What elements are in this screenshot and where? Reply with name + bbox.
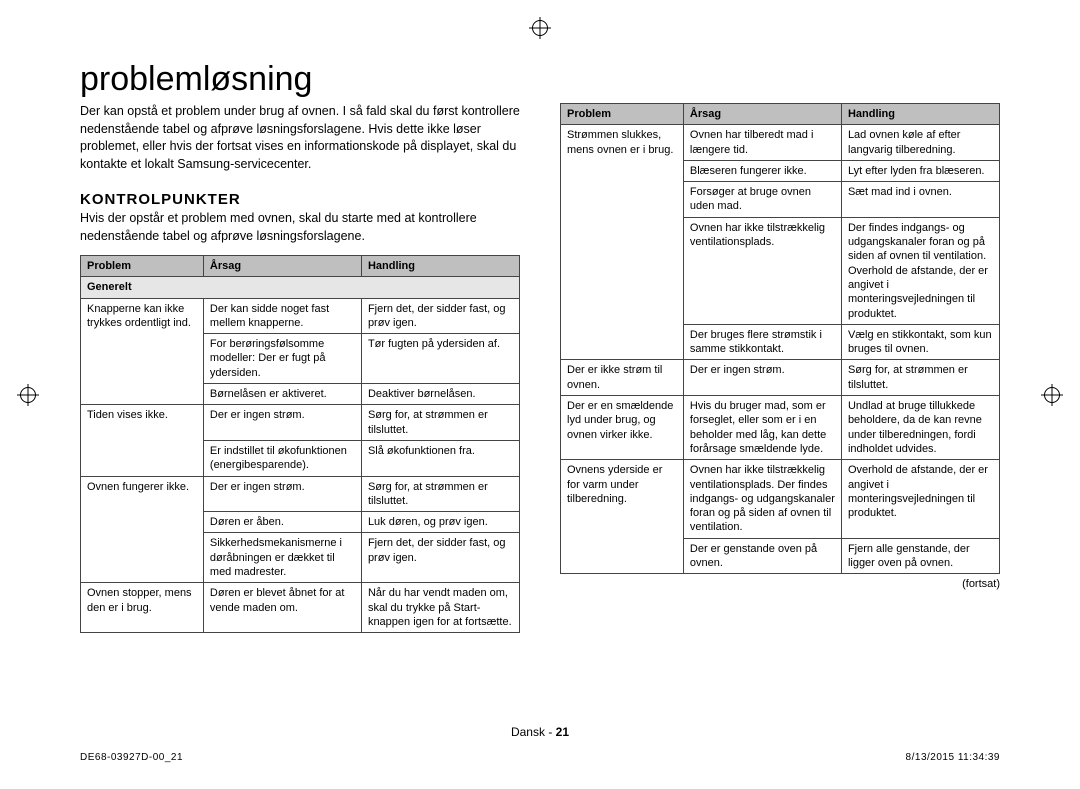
page-title: problemløsning xyxy=(80,60,1000,99)
table-cell: Der findes indgangs- og udgangskanaler f… xyxy=(841,217,999,324)
table-cell: Der er ingen strøm. xyxy=(203,405,361,441)
table-cell: Ovnen har ikke tilstrækkelig ventilation… xyxy=(683,460,841,538)
table-cell: Ovnen stopper, mens den er i brug. xyxy=(81,583,204,633)
table-cell: Deaktiver børnelåsen. xyxy=(361,384,519,405)
table-cell: Fjern alle genstande, der ligger oven på… xyxy=(841,538,999,574)
subhead-general: Generelt xyxy=(81,277,520,298)
print-timestamp-right: 8/13/2015 11:34:39 xyxy=(906,752,1000,763)
table-cell: Sørg for, at strømmen er tilsluttet. xyxy=(841,360,999,396)
table-cell: Der er ingen strøm. xyxy=(683,360,841,396)
crop-mark-top xyxy=(532,20,548,36)
crop-mark-right xyxy=(1044,387,1060,403)
table-cell: Sikkerhedsmekanismerne i døråbningen er … xyxy=(203,533,361,583)
table-cell: Strømmen slukkes, mens ovnen er i brug. xyxy=(561,125,684,360)
table-cell: Sørg for, at strømmen er tilsluttet. xyxy=(361,476,519,512)
left-column: Der kan opstå et problem under brug af o… xyxy=(80,103,520,633)
table-cell: Ovnen har tilberedt mad i længere tid. xyxy=(683,125,841,161)
table-cell: Forsøger at bruge ovnen uden mad. xyxy=(683,182,841,218)
table-cell: Døren er blevet åbnet for at vende maden… xyxy=(203,583,361,633)
table-cell: Sørg for, at strømmen er tilsluttet. xyxy=(361,405,519,441)
intro-paragraph: Der kan opstå et problem under brug af o… xyxy=(80,103,520,173)
table-cell: Ovnen fungerer ikke. xyxy=(81,476,204,583)
table-cell: Tør fugten på ydersiden af. xyxy=(361,334,519,384)
print-footer: DE68-03927D-00_21 8/13/2015 11:34:39 xyxy=(80,752,1000,763)
table-cell: Slå økofunktionen fra. xyxy=(361,440,519,476)
table-cell: Luk døren, og prøv igen. xyxy=(361,512,519,533)
col-cause: Årsag xyxy=(203,256,361,277)
table-cell: Der er genstande oven på ovnen. xyxy=(683,538,841,574)
table-cell: Knapperne kan ikke trykkes ordentligt in… xyxy=(81,298,204,405)
col-action: Handling xyxy=(841,104,999,125)
table-cell: Der er ikke strøm til ovnen. xyxy=(561,360,684,396)
continued-label: (fortsat) xyxy=(560,578,1000,590)
table-cell: Hvis du bruger mad, som er forseglet, el… xyxy=(683,396,841,460)
table-cell: Fjern det, der sidder fast, og prøv igen… xyxy=(361,533,519,583)
table-cell: Vælg en stikkontakt, som kun bruges til … xyxy=(841,324,999,360)
print-code-left: DE68-03927D-00_21 xyxy=(80,752,183,763)
table-cell: Undlad at bruge tillukkede beholdere, da… xyxy=(841,396,999,460)
table-cell: Sæt mad ind i ovnen. xyxy=(841,182,999,218)
section-intro: Hvis der opstår et problem med ovnen, sk… xyxy=(80,210,520,245)
table-cell: Der bruges flere strømstik i samme stikk… xyxy=(683,324,841,360)
table-cell: Lyt efter lyden fra blæseren. xyxy=(841,160,999,181)
table-cell: Når du har vendt maden om, skal du trykk… xyxy=(361,583,519,633)
table-cell: Ovnens yderside er for varm under tilber… xyxy=(561,460,684,574)
col-action: Handling xyxy=(361,256,519,277)
table-cell: Er indstillet til økofunktionen (energib… xyxy=(203,440,361,476)
footer-lang: Dansk - xyxy=(511,725,556,739)
table-cell: Der kan sidde noget fast mellem knappern… xyxy=(203,298,361,334)
troubleshoot-table-right: Problem Årsag Handling Strømmen slukkes,… xyxy=(560,103,1000,574)
table-cell: Der er en smældende lyd under brug, og o… xyxy=(561,396,684,460)
page-footer: Dansk - 21 xyxy=(0,725,1080,739)
table-cell: Børnelåsen er aktiveret. xyxy=(203,384,361,405)
col-problem: Problem xyxy=(561,104,684,125)
table-cell: Tiden vises ikke. xyxy=(81,405,204,476)
table-cell: Der er ingen strøm. xyxy=(203,476,361,512)
table-cell: Blæseren fungerer ikke. xyxy=(683,160,841,181)
table-cell: Fjern det, der sidder fast, og prøv igen… xyxy=(361,298,519,334)
table-cell: Døren er åben. xyxy=(203,512,361,533)
crop-mark-left xyxy=(20,387,36,403)
col-problem: Problem xyxy=(81,256,204,277)
table-cell: Lad ovnen køle af efter langvarig tilber… xyxy=(841,125,999,161)
table-cell: For berøringsfølsomme modeller: Der er f… xyxy=(203,334,361,384)
col-cause: Årsag xyxy=(683,104,841,125)
troubleshoot-table-left: Problem Årsag Handling Generelt Knappern… xyxy=(80,255,520,633)
content-columns: Der kan opstå et problem under brug af o… xyxy=(80,103,1000,633)
table-cell: Ovnen har ikke tilstrækkelig ventilation… xyxy=(683,217,841,324)
footer-page-number: 21 xyxy=(556,725,569,739)
section-heading: KONTROLPUNKTER xyxy=(80,191,520,208)
table-cell: Overhold de afstande, der er angivet i m… xyxy=(841,460,999,538)
right-column: Problem Årsag Handling Strømmen slukkes,… xyxy=(560,103,1000,633)
